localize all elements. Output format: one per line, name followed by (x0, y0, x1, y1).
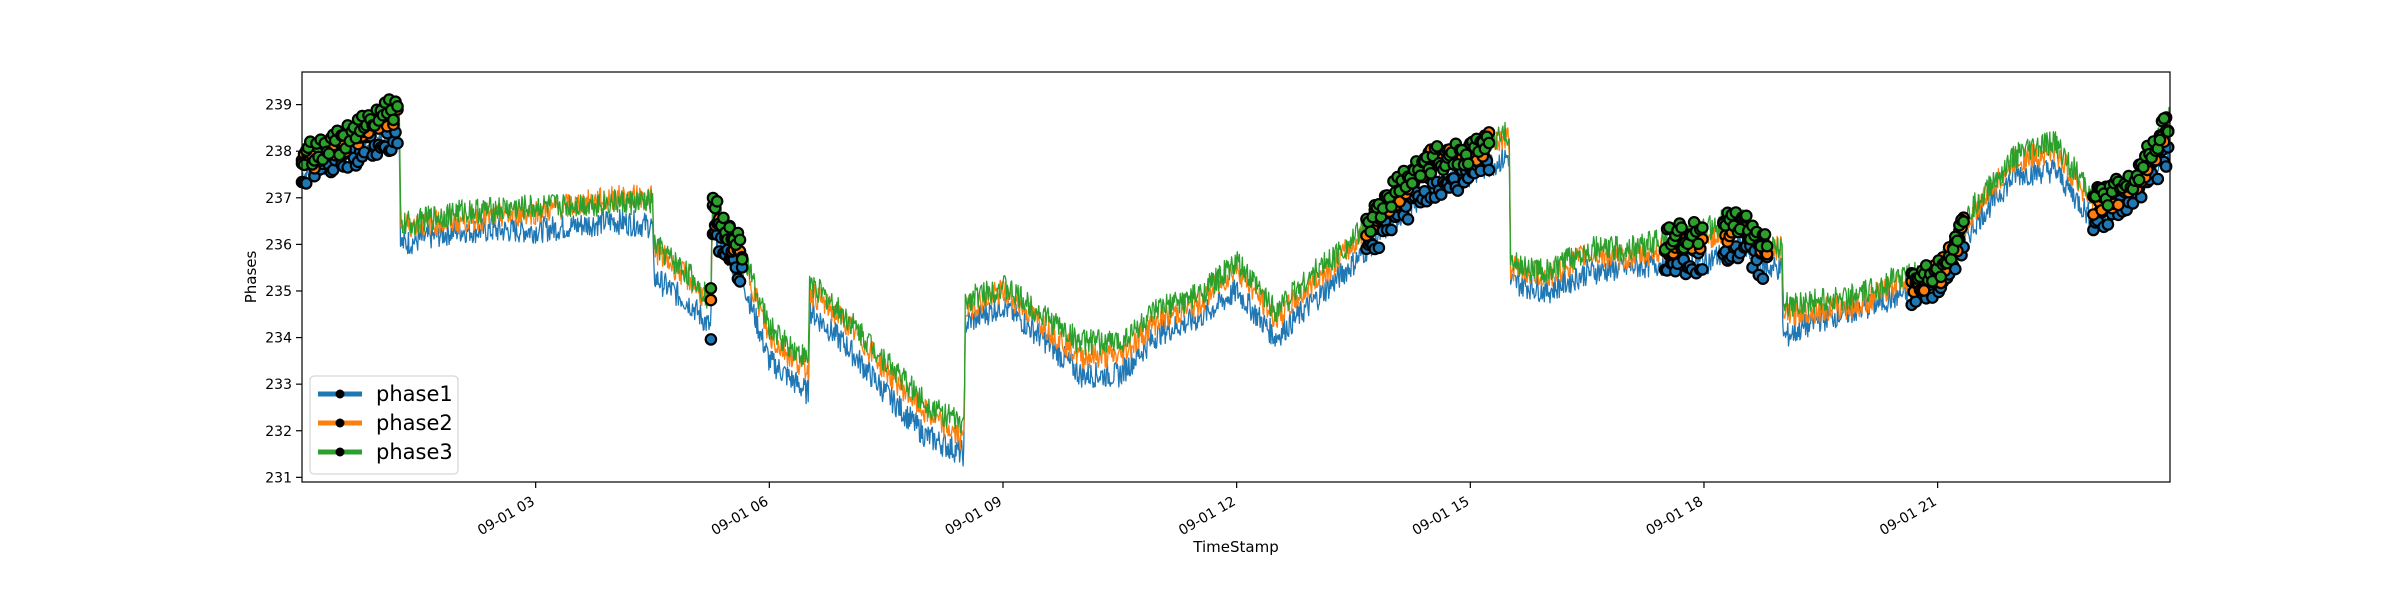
marker-cluster (1717, 206, 1774, 285)
x-tick-label: 09-01 03 (475, 494, 538, 539)
y-axis: 231 232 233 234 235 236 237 238 239 (265, 98, 302, 486)
y-tick-label: 238 (265, 144, 292, 160)
marker-point-phase3 (1405, 177, 1419, 190)
marker-point-phase1 (1401, 213, 1415, 226)
marker-point-phase3 (2101, 199, 2115, 212)
plot-frame (301, 71, 2171, 483)
marker-point-phase1 (1372, 241, 1386, 255)
legend-marker-phase2 (335, 418, 345, 428)
legend-label-phase3: phase3 (376, 440, 453, 464)
y-tick-label: 233 (265, 377, 292, 393)
marker-point-phase1 (391, 136, 404, 150)
marker-point-phase3 (2153, 133, 2167, 147)
y-tick-label: 239 (265, 98, 292, 114)
y-tick-label: 236 (265, 237, 292, 253)
legend-label-phase2: phase2 (376, 411, 453, 435)
marker-point-phase3 (2132, 173, 2146, 187)
marker-cluster (704, 191, 749, 346)
marker-point-phase1 (2101, 218, 2115, 231)
series-line-phase2 (301, 101, 2171, 451)
marker-point-phase1 (1451, 184, 1465, 197)
marker-point-phase3 (1424, 167, 1438, 180)
y-tick-label: 232 (265, 424, 292, 440)
marker-point-phase3 (2137, 160, 2150, 174)
marker-point-phase3 (322, 147, 336, 160)
marker-point-phase3 (1740, 209, 1753, 223)
marker-point-phase2 (704, 293, 718, 307)
marker-point-phase1 (1909, 295, 1923, 308)
series-layer (301, 98, 2171, 467)
marker-point-phase3 (1951, 234, 1964, 248)
marker-point-phase2 (2112, 198, 2125, 212)
marker-point-phase1 (299, 177, 313, 190)
marker-point-phase3 (2157, 112, 2171, 125)
x-tick-label: 09-01 15 (1410, 494, 1473, 539)
y-axis-label: Phases (242, 251, 260, 304)
marker-point-phase3 (1430, 140, 1444, 153)
marker-cluster (1905, 211, 1970, 312)
marker-point-phase3 (1675, 221, 1688, 234)
marker-layer (295, 93, 2175, 346)
marker-point-phase3 (1957, 215, 1970, 228)
legend-label-phase1: phase1 (376, 382, 453, 406)
marker-point-phase3 (1758, 228, 1772, 241)
marker-point-phase3 (704, 282, 718, 295)
marker-point-phase3 (1692, 237, 1705, 251)
marker-point-phase3 (387, 113, 400, 127)
y-tick-label: 235 (265, 284, 292, 300)
marker-point-phase1 (2151, 172, 2165, 186)
marker-cluster (295, 93, 404, 190)
x-axis: 09-01 03 09-01 06 09-01 09 09-01 12 09-01 15… (475, 482, 1940, 539)
legend-marker-phase3 (335, 447, 345, 457)
marker-point-phase3 (733, 233, 747, 247)
marker-point-phase1 (733, 275, 747, 288)
marker-point-phase3 (1760, 239, 1774, 253)
marker-point-phase3 (1461, 157, 1475, 171)
marker-point-phase1 (1696, 263, 1709, 276)
marker-point-phase2 (1917, 284, 1931, 297)
marker-point-phase1 (1434, 188, 1448, 201)
y-tick-label: 237 (265, 191, 292, 207)
marker-point-phase3 (710, 195, 724, 208)
marker-point-phase1 (1385, 223, 1398, 237)
marker-point-phase3 (2161, 125, 2175, 138)
marker-point-phase3 (723, 221, 736, 234)
x-tick-label: 09-01 09 (942, 494, 1005, 539)
marker-point-phase3 (717, 211, 730, 225)
marker-point-phase3 (391, 100, 404, 113)
x-tick-label: 09-01 18 (1643, 494, 1706, 539)
marker-point-phase1 (2159, 160, 2173, 173)
marker-point-phase3 (1482, 136, 1496, 150)
marker-cluster (2087, 111, 2175, 237)
marker-cluster (1658, 216, 1709, 281)
x-tick-label: 09-01 21 (1877, 494, 1940, 539)
marker-point-phase3 (1364, 225, 1377, 238)
marker-point-phase3 (735, 252, 749, 266)
legend: phase1 phase2 phase3 (309, 375, 459, 475)
x-axis-label: TimeStamp (1192, 538, 1278, 556)
legend-marker-phase1 (335, 389, 345, 399)
marker-point-phase3 (1934, 270, 1948, 284)
x-tick-label: 09-01 12 (1176, 494, 1239, 539)
marker-point-phase1 (1756, 272, 1770, 285)
marker-point-phase3 (1696, 221, 1709, 234)
y-tick-label: 231 (265, 470, 292, 486)
marker-cluster (1360, 126, 1496, 256)
y-tick-label: 234 (265, 331, 292, 347)
series-line-phase3 (301, 98, 2171, 434)
x-tick-label: 09-01 06 (709, 494, 772, 539)
marker-point-phase1 (704, 333, 718, 346)
marker-point-phase3 (1944, 253, 1958, 266)
series-line-phase1 (301, 130, 2171, 467)
marker-point-phase3 (1385, 200, 1398, 214)
marker-point-phase1 (1482, 163, 1496, 177)
